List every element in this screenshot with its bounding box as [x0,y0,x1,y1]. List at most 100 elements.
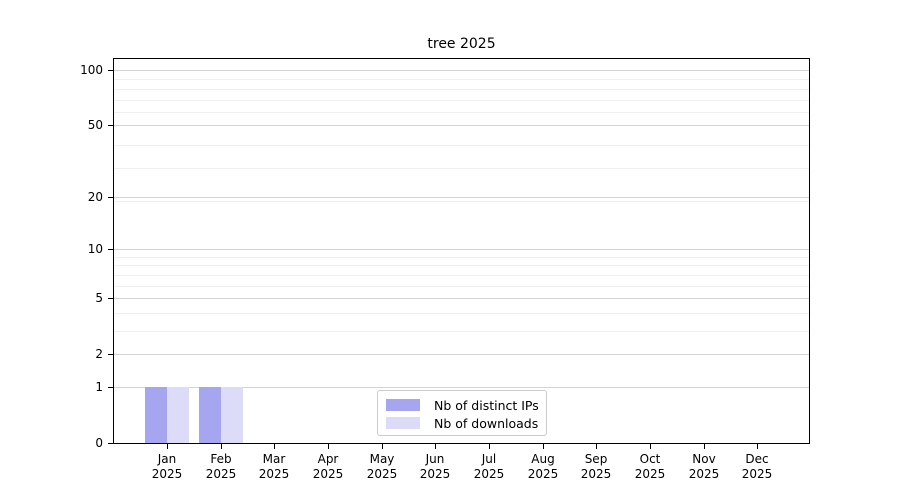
x-tick-label: Feb 2025 [189,452,253,482]
y-tick-label: 100 [80,63,103,77]
gridline-minor [114,265,809,266]
y-tick-label: 10 [87,242,103,256]
x-tick-mark [274,444,275,449]
gridline-major [114,70,809,71]
plot-frame-right [809,58,810,444]
gridline-minor [114,100,809,101]
y-tick-mark [108,70,113,71]
y-tick-mark [108,249,113,250]
x-tick-label: Apr 2025 [296,452,360,482]
x-label-year: 2025 [580,467,612,481]
x-tick-label: Sep 2025 [564,452,628,482]
gridline-major [114,354,809,355]
gridline-minor [114,331,809,332]
x-tick-label: Nov 2025 [672,452,736,482]
x-label-year: 2025 [473,467,505,481]
x-tick-label: May 2025 [350,452,414,482]
x-label-month: Aug [531,452,555,466]
x-tick-mark [704,444,705,449]
y-tick-mark [108,387,113,388]
x-tick-mark [221,444,222,449]
gridline-major [114,125,809,126]
y-tick-label: 5 [95,291,103,305]
bar-distinct-ips-jan [145,387,167,443]
gridline-minor [114,79,809,80]
y-tick-label: 50 [87,118,103,132]
y-tick-label: 0 [95,436,103,450]
x-tick-label: Jul 2025 [457,452,521,482]
gridline-minor [114,168,809,169]
x-label-year: 2025 [688,467,720,481]
x-label-year: 2025 [419,467,451,481]
x-label-month: Apr [317,452,339,466]
y-tick-mark [108,125,113,126]
gridline-major [114,298,809,299]
y-tick-label: 20 [87,190,103,204]
x-label-year: 2025 [312,467,344,481]
x-tick-mark [650,444,651,449]
legend-label-downloads: Nb of downloads [434,415,539,431]
x-label-month: Jun [425,452,445,466]
gridline-minor [114,275,809,276]
x-tick-mark [435,444,436,449]
x-label-year: 2025 [151,467,183,481]
x-label-month: Jan [157,452,177,466]
chart-legend: Nb of distinct IPs Nb of downloads [377,390,547,436]
plot-frame-bottom [113,443,810,444]
gridline-minor [114,89,809,90]
x-label-month: Mar [262,452,286,466]
x-label-year: 2025 [205,467,237,481]
x-tick-mark [167,444,168,449]
y-tick-mark [108,354,113,355]
x-label-month: May [369,452,395,466]
x-tick-label: Dec 2025 [725,452,789,482]
legend-swatch-distinct-ips [386,399,420,411]
gridline-minor [114,286,809,287]
gridline-minor [114,313,809,314]
plot-frame-left [113,58,114,444]
y-tick-label: 1 [95,380,103,394]
x-tick-mark [543,444,544,449]
gridline-minor [114,257,809,258]
x-label-month: Nov [692,452,716,466]
bar-distinct-ips-feb [199,387,221,443]
x-label-year: 2025 [366,467,398,481]
x-label-month: Jul [481,452,497,466]
gridline-major [114,197,809,198]
x-tick-label: Jun 2025 [403,452,467,482]
y-tick-mark [108,443,113,444]
legend-item-distinct-ips: Nb of distinct IPs [386,396,539,414]
gridline-minor [114,201,809,202]
bar-downloads-jan [167,387,189,443]
x-label-month: Feb [210,452,232,466]
x-tick-label: Aug 2025 [511,452,575,482]
legend-label-distinct-ips: Nb of distinct IPs [434,397,539,413]
x-label-year: 2025 [741,467,773,481]
x-label-month: Oct [639,452,661,466]
x-tick-label: Mar 2025 [242,452,306,482]
legend-swatch-downloads [386,417,420,429]
x-tick-mark [328,444,329,449]
x-tick-label: Jan 2025 [135,452,199,482]
x-tick-label: Oct 2025 [618,452,682,482]
plot-area: 0 1 2 5 10 20 50 100 Jan 2025 Feb 2025 Mar 2025 Apr 202… [80,58,810,481]
x-label-year: 2025 [527,467,559,481]
x-label-month: Sep [584,452,608,466]
x-tick-mark [596,444,597,449]
y-tick-mark [108,197,113,198]
x-label-year: 2025 [634,467,666,481]
y-tick-mark [108,298,113,299]
gridline-major [114,387,809,388]
x-tick-mark [757,444,758,449]
gridline-minor [114,145,809,146]
plot-frame-top [113,58,810,59]
bar-downloads-feb [221,387,243,443]
x-label-month: Dec [745,452,769,466]
x-label-year: 2025 [258,467,290,481]
x-tick-mark [382,444,383,449]
y-tick-label: 2 [95,347,103,361]
legend-item-downloads: Nb of downloads [386,414,539,432]
gridline-minor [114,112,809,113]
chart-title: tree 2025 [427,36,496,52]
